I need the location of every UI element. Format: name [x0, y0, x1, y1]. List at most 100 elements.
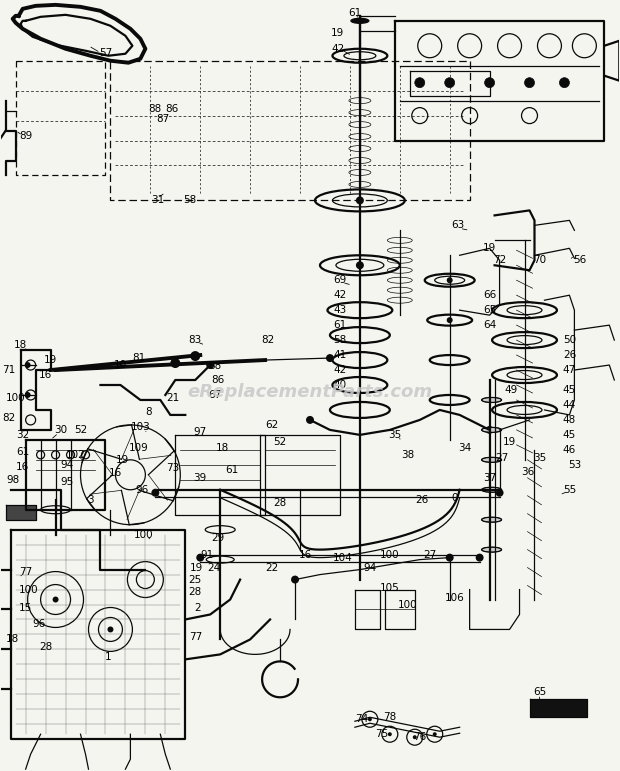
- Circle shape: [446, 317, 453, 323]
- Circle shape: [356, 261, 364, 269]
- Text: 18: 18: [6, 635, 19, 645]
- Text: 19: 19: [44, 355, 57, 365]
- Text: 39: 39: [193, 473, 207, 483]
- Text: 91: 91: [201, 550, 214, 560]
- Text: 16: 16: [16, 462, 29, 472]
- Text: 70: 70: [533, 255, 546, 265]
- Text: 42: 42: [331, 44, 345, 54]
- Text: 104: 104: [333, 553, 353, 563]
- Text: 19: 19: [503, 437, 516, 447]
- Text: 16: 16: [109, 468, 122, 478]
- Text: 72: 72: [493, 255, 506, 265]
- Text: 19: 19: [116, 455, 129, 465]
- Text: 77: 77: [19, 567, 32, 577]
- Text: 97: 97: [193, 427, 207, 437]
- Text: 61: 61: [226, 465, 239, 475]
- Text: 94: 94: [363, 563, 376, 573]
- Text: 83: 83: [188, 335, 202, 345]
- Text: 27: 27: [423, 550, 436, 560]
- Circle shape: [53, 597, 58, 602]
- Text: 77: 77: [188, 632, 202, 642]
- Text: 26: 26: [415, 495, 428, 505]
- Text: 28: 28: [39, 642, 52, 652]
- Circle shape: [291, 576, 299, 584]
- Circle shape: [559, 78, 569, 88]
- Text: 28: 28: [273, 498, 286, 508]
- Ellipse shape: [482, 517, 502, 522]
- Text: 100: 100: [398, 600, 418, 610]
- Text: 30: 30: [54, 425, 67, 435]
- Circle shape: [433, 732, 436, 736]
- Text: 88: 88: [208, 361, 222, 371]
- Text: 21: 21: [167, 393, 180, 403]
- Text: 35: 35: [533, 453, 546, 463]
- Text: 2: 2: [194, 602, 200, 612]
- Text: 61: 61: [16, 447, 29, 457]
- Circle shape: [197, 554, 204, 561]
- Text: 96: 96: [32, 619, 45, 629]
- Circle shape: [306, 416, 314, 424]
- Text: 64: 64: [483, 320, 496, 330]
- Text: 28: 28: [188, 587, 202, 597]
- Ellipse shape: [482, 457, 502, 463]
- Text: 96: 96: [136, 485, 149, 495]
- Text: 55: 55: [563, 485, 576, 495]
- Circle shape: [107, 627, 113, 632]
- Text: 58: 58: [184, 195, 197, 205]
- Text: 18: 18: [14, 340, 27, 350]
- Polygon shape: [6, 505, 35, 520]
- Text: 81: 81: [132, 353, 145, 363]
- Text: 87: 87: [157, 113, 170, 123]
- Text: 105: 105: [380, 583, 400, 593]
- Text: 73: 73: [166, 463, 179, 473]
- Text: 86: 86: [166, 103, 179, 113]
- Text: 89: 89: [19, 130, 32, 140]
- Text: 44: 44: [563, 400, 576, 410]
- Polygon shape: [529, 699, 587, 717]
- Circle shape: [356, 197, 364, 204]
- Circle shape: [485, 426, 494, 434]
- Text: 1: 1: [105, 652, 112, 662]
- Text: 19: 19: [331, 28, 345, 38]
- Circle shape: [190, 351, 200, 361]
- Text: 57: 57: [99, 48, 112, 58]
- Text: 61: 61: [334, 320, 347, 330]
- Circle shape: [368, 717, 372, 721]
- Circle shape: [445, 78, 454, 88]
- Circle shape: [25, 362, 30, 368]
- Text: 69: 69: [334, 275, 347, 285]
- Text: 34: 34: [458, 443, 471, 453]
- Text: 49: 49: [505, 385, 518, 395]
- Text: 78: 78: [383, 712, 396, 722]
- Circle shape: [446, 554, 454, 561]
- Text: 75: 75: [375, 729, 389, 739]
- Text: 82: 82: [262, 335, 275, 345]
- Ellipse shape: [482, 427, 502, 433]
- Text: 43: 43: [334, 305, 347, 315]
- Text: 100: 100: [6, 393, 25, 403]
- Text: 22: 22: [265, 563, 279, 573]
- Text: 45: 45: [563, 385, 576, 395]
- Circle shape: [170, 358, 180, 368]
- Text: 25: 25: [188, 574, 202, 584]
- Text: 48: 48: [563, 415, 576, 425]
- Text: 26: 26: [563, 350, 576, 360]
- Text: 86: 86: [211, 375, 225, 385]
- Ellipse shape: [482, 487, 502, 492]
- Circle shape: [476, 554, 484, 561]
- Text: 35: 35: [388, 430, 401, 440]
- Circle shape: [206, 361, 215, 369]
- Text: 76: 76: [413, 732, 427, 742]
- Ellipse shape: [351, 19, 369, 23]
- Text: 106: 106: [445, 593, 464, 602]
- Circle shape: [415, 78, 425, 88]
- Text: 53: 53: [568, 460, 581, 470]
- Ellipse shape: [482, 398, 502, 402]
- Text: 88: 88: [149, 103, 162, 113]
- Circle shape: [25, 392, 30, 398]
- Text: 100: 100: [19, 584, 38, 594]
- Text: 32: 32: [16, 430, 29, 440]
- Text: 82: 82: [2, 413, 16, 423]
- Text: 52: 52: [273, 437, 286, 447]
- Text: eReplacementParts.com: eReplacementParts.com: [187, 383, 433, 401]
